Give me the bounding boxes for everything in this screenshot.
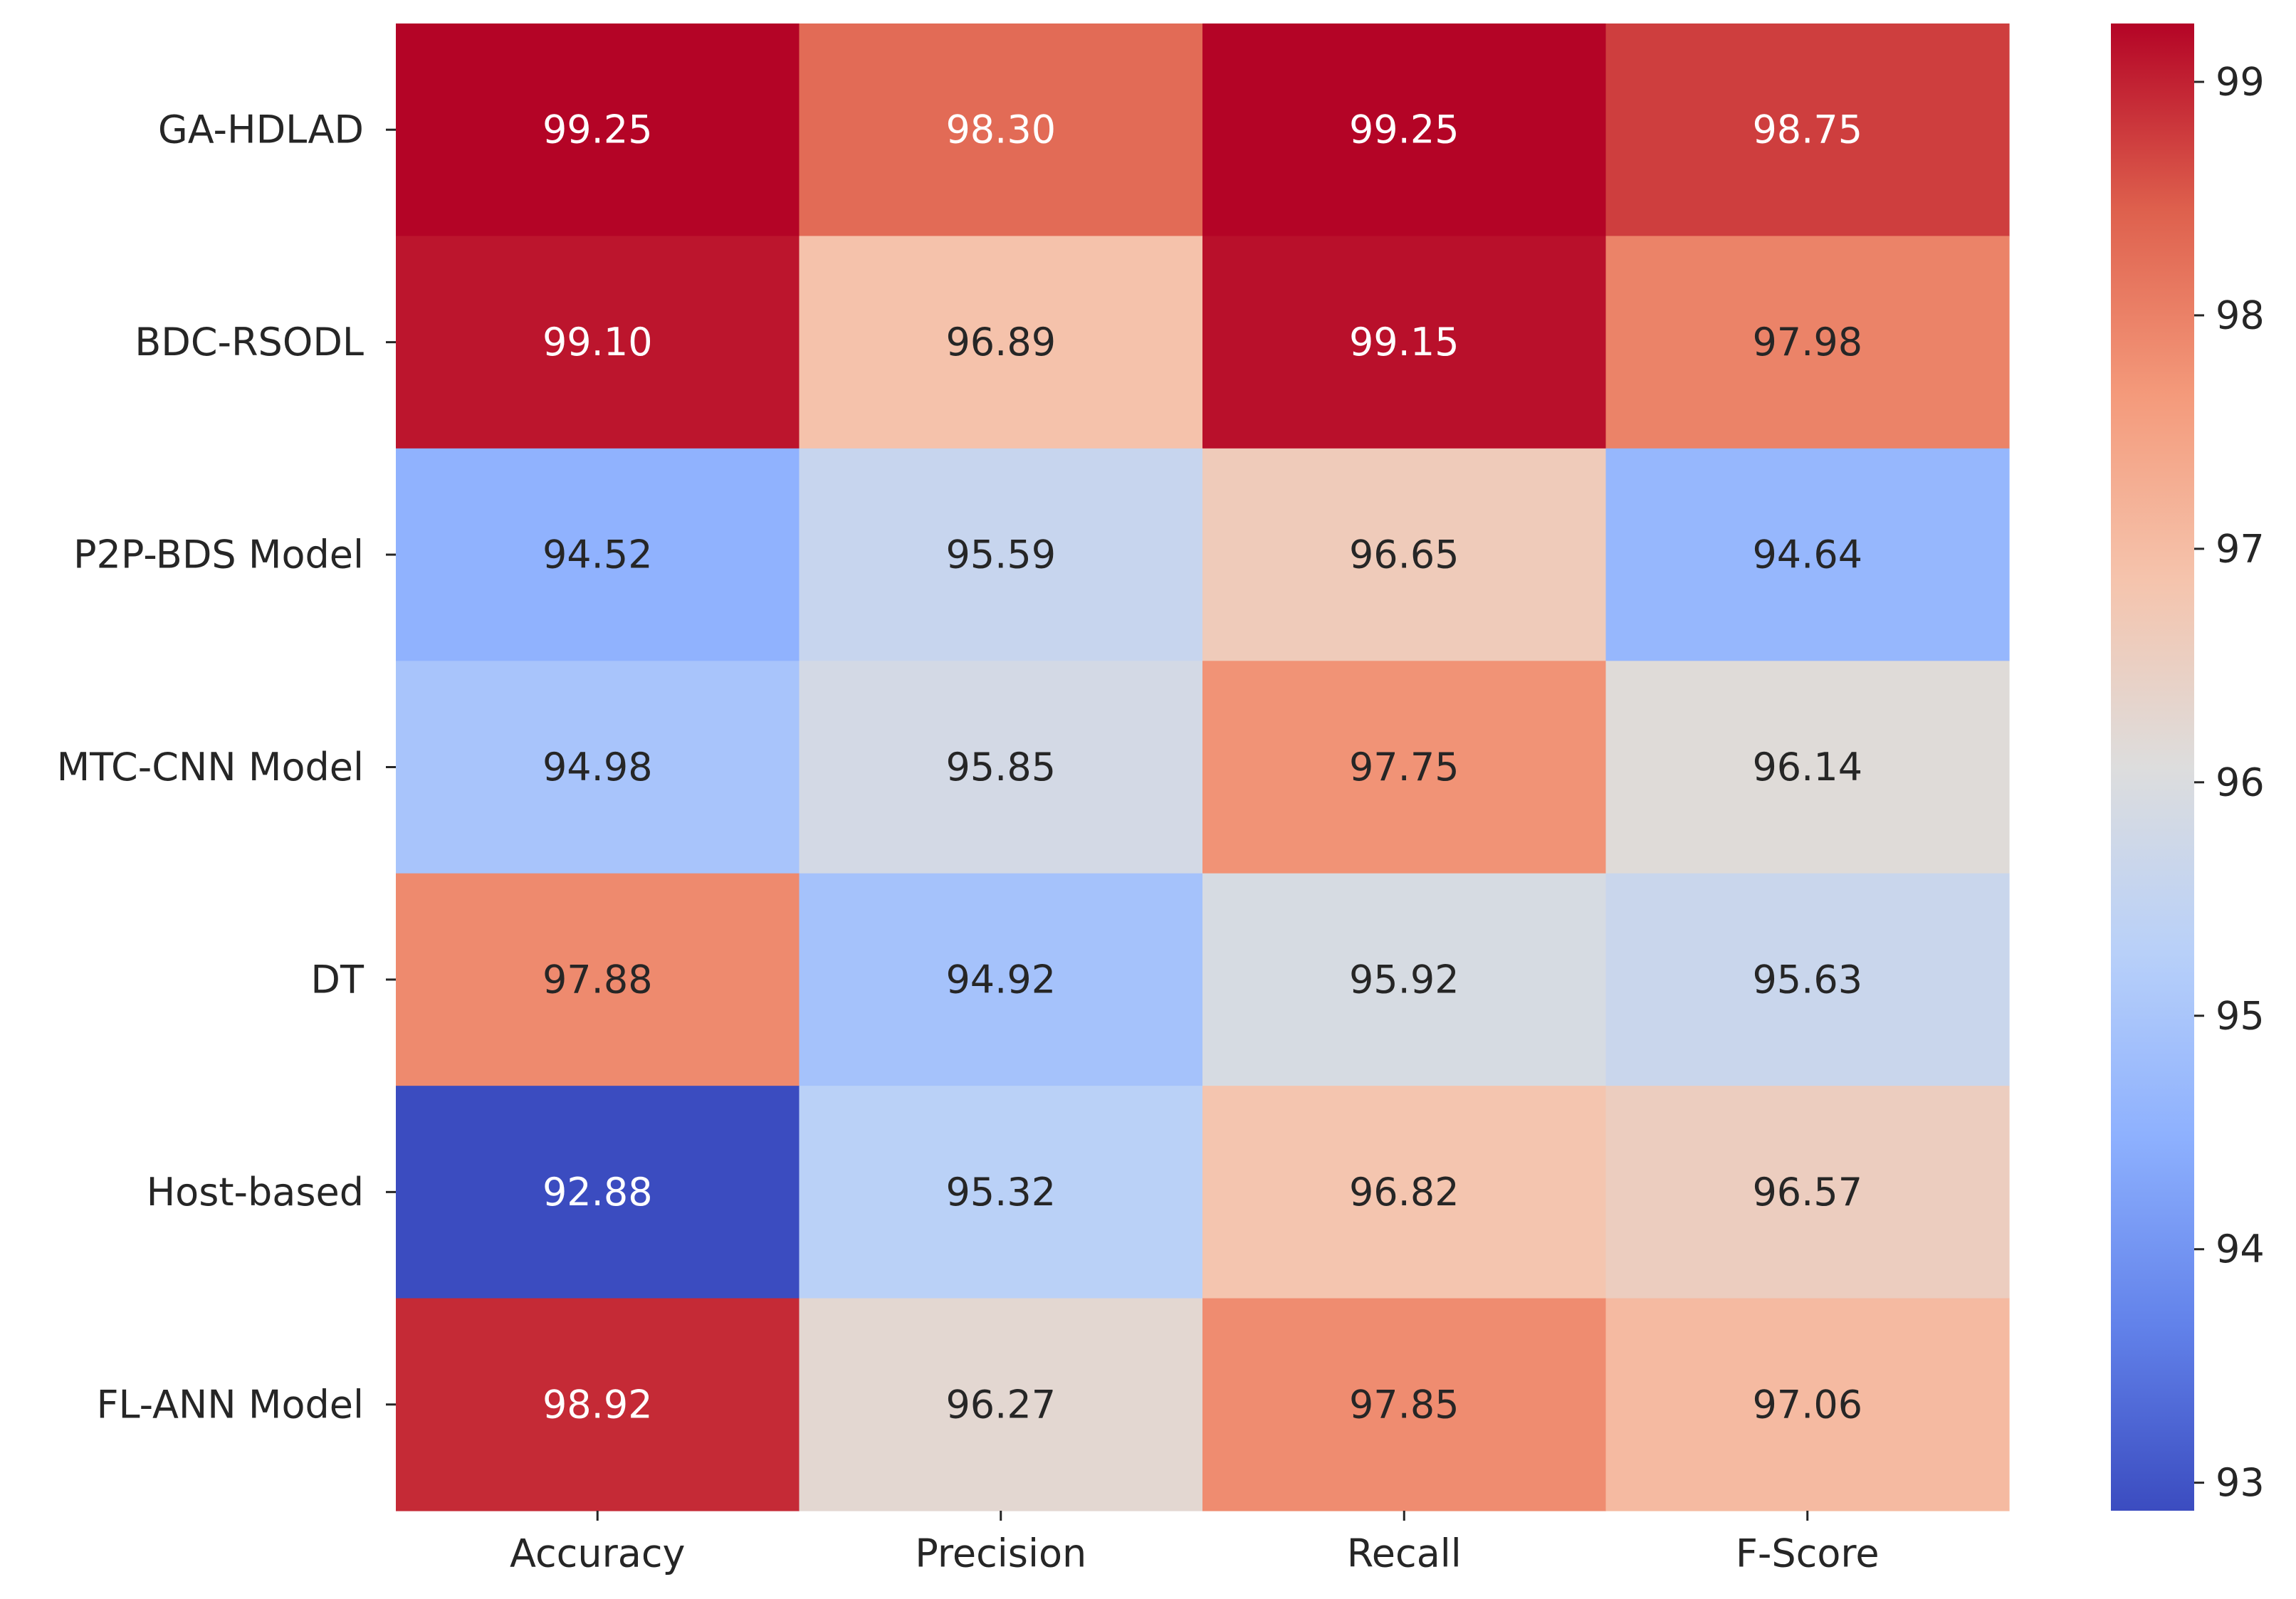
- colorbar-tick-label: 97: [2216, 526, 2265, 571]
- cell-value-label: 99.15: [1349, 320, 1459, 365]
- heatmap-cell-mtc-cnn-model-precision: [799, 661, 1203, 874]
- heatmap-cell-bdc-rsodl-f-score: [1605, 236, 2010, 449]
- cell-value-label: 97.88: [542, 957, 653, 1002]
- heatmap-cell-p2p-bds-model-accuracy: [396, 448, 800, 661]
- heatmap-cell-p2p-bds-model-precision: [799, 448, 1203, 661]
- cell-value-label: 98.75: [1752, 108, 1862, 152]
- cell-value-label: 94.64: [1752, 533, 1862, 577]
- cell-value-label: 92.88: [542, 1170, 653, 1215]
- cell-value-label: 95.59: [945, 533, 1056, 577]
- cell-value-label: 98.30: [945, 108, 1056, 152]
- cell-value-label: 95.92: [1349, 957, 1459, 1002]
- y-tick-label-ga-hdlad: GA-HDLAD: [158, 108, 364, 152]
- heatmap-cell-dt-accuracy: [396, 873, 800, 1086]
- colorbar-tick-label: 93: [2216, 1460, 2265, 1505]
- y-tick-label-dt: DT: [310, 957, 365, 1002]
- y-tick-label-bdc-rsodl: BDC-RSODL: [135, 320, 364, 365]
- cell-value-label: 97.85: [1349, 1382, 1459, 1427]
- cell-value-label: 95.63: [1752, 957, 1862, 1002]
- heatmap-cell-mtc-cnn-model-accuracy: [396, 661, 800, 874]
- cell-value-label: 97.06: [1752, 1382, 1862, 1427]
- heatmap-cell-fl-ann-model-accuracy: [396, 1298, 800, 1511]
- cell-value-label: 96.57: [1752, 1170, 1862, 1215]
- colorbar-tick-label: 95: [2216, 993, 2265, 1038]
- heatmap-cell-ga-hdlad-accuracy: [396, 23, 800, 237]
- heatmap-cell-host-based-recall: [1202, 1086, 1607, 1299]
- heatmap-cell-bdc-rsodl-accuracy: [396, 236, 800, 449]
- heatmap-cell-host-based-f-score: [1605, 1086, 2010, 1299]
- cell-value-label: 97.75: [1349, 745, 1459, 790]
- heatmap-cells: 99.25 98.30 99.25 98.75 99.10 96.89 99.15 97.98…: [396, 23, 2010, 1511]
- colorbar-tick-label: 94: [2216, 1227, 2265, 1272]
- colorbar-tick-label: 98: [2216, 293, 2265, 337]
- colorbar-gradient: [2111, 23, 2194, 1511]
- x-tick-label-precision: Precision: [915, 1531, 1086, 1576]
- x-tick-label-f-score: F-Score: [1736, 1531, 1880, 1576]
- y-tick-label-host-based: Host-based: [147, 1170, 364, 1215]
- y-tick-label-fl-ann-model: FL-ANN Model: [96, 1382, 364, 1427]
- cell-value-label: 94.98: [542, 745, 653, 790]
- cell-value-label: 96.89: [945, 320, 1056, 365]
- y-tick-label-mtc-cnn-model: MTC-CNN Model: [57, 745, 364, 790]
- x-tick-label-recall: Recall: [1347, 1531, 1462, 1576]
- x-tick-label-accuracy: Accuracy: [510, 1531, 686, 1576]
- cell-value-label: 96.82: [1349, 1170, 1459, 1215]
- y-axis: GA-HDLAD BDC-RSODL P2P-BDS Model MTC-CNN Mo…: [57, 108, 396, 1427]
- heatmap-cell-dt-f-score: [1605, 873, 2010, 1086]
- heatmap-cell-fl-ann-model-recall: [1202, 1298, 1607, 1511]
- cell-value-label: 99.10: [542, 320, 653, 365]
- heatmap-cell-ga-hdlad-recall: [1202, 23, 1607, 237]
- colorbar-tick-label: 96: [2216, 760, 2265, 804]
- heatmap-cell-bdc-rsodl-precision: [799, 236, 1203, 449]
- colorbar-tick-label: 99: [2216, 59, 2265, 104]
- cell-value-label: 94.52: [542, 533, 653, 577]
- colorbar: 93 94 95 96 97 98 99: [2111, 23, 2265, 1511]
- heatmap-cell-mtc-cnn-model-recall: [1202, 661, 1607, 874]
- cell-value-label: 99.25: [1349, 108, 1459, 152]
- cell-value-label: 94.92: [945, 957, 1056, 1002]
- cell-value-label: 96.14: [1752, 745, 1862, 790]
- cell-value-label: 95.85: [945, 745, 1056, 790]
- y-tick-label-p2p-bds-model: P2P-BDS Model: [73, 533, 364, 577]
- cell-value-label: 98.92: [542, 1382, 653, 1427]
- cell-value-label: 97.98: [1752, 320, 1862, 365]
- heatmap-cell-dt-recall: [1202, 873, 1607, 1086]
- heatmap-cell-fl-ann-model-precision: [799, 1298, 1203, 1511]
- cell-value-label: 96.65: [1349, 533, 1459, 577]
- heatmap-cell-bdc-rsodl-recall: [1202, 236, 1607, 449]
- heatmap-cell-ga-hdlad-precision: [799, 23, 1203, 237]
- cell-value-label: 99.25: [542, 108, 653, 152]
- heatmap-cell-p2p-bds-model-recall: [1202, 448, 1607, 661]
- heatmap-cell-p2p-bds-model-f-score: [1605, 448, 2010, 661]
- heatmap-cell-host-based-accuracy: [396, 1086, 800, 1299]
- heatmap-cell-dt-precision: [799, 873, 1203, 1086]
- cell-value-label: 95.32: [945, 1170, 1056, 1215]
- heatmap-cell-ga-hdlad-f-score: [1605, 23, 2010, 237]
- heatmap-cell-mtc-cnn-model-f-score: [1605, 661, 2010, 874]
- heatmap-cell-fl-ann-model-f-score: [1605, 1298, 2010, 1511]
- cell-value-label: 96.27: [945, 1382, 1056, 1427]
- x-axis: Accuracy Precision Recall F-Score: [510, 1511, 1880, 1576]
- heatmap-cell-host-based-precision: [799, 1086, 1203, 1299]
